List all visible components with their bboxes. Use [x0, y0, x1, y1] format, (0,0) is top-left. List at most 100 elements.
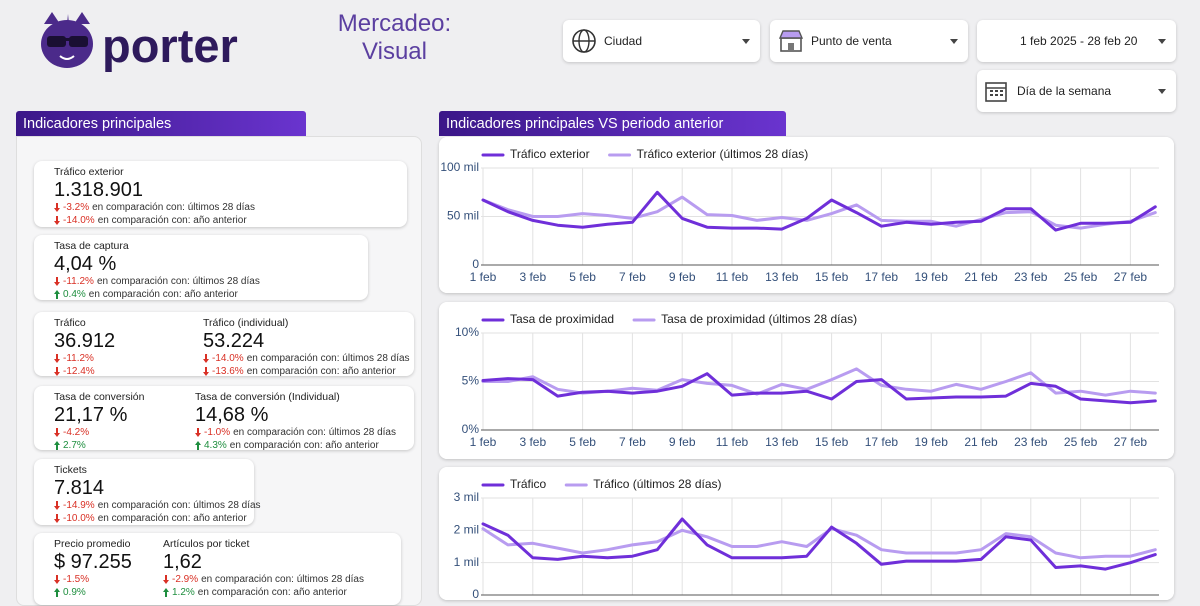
- x-tick-label: 13 feb: [765, 270, 799, 284]
- change-value: -4.2%: [63, 427, 90, 438]
- card-bg: [439, 302, 1174, 459]
- x-tick-label: 3 feb: [519, 270, 546, 284]
- arrow-shape: [54, 277, 60, 286]
- change-value: 0.9%: [63, 587, 86, 598]
- kpi-value: 1,62: [163, 551, 202, 573]
- trend-arrow: [203, 354, 209, 363]
- change-value: -13.6%: [212, 366, 244, 377]
- change-value: 2.7%: [63, 440, 86, 451]
- chart-card: 0 50 mil 100 mil 1 feb 3 feb 5 feb 7 feb 9 feb 1…: [439, 137, 1174, 293]
- y-tick-label: 0%: [462, 422, 480, 436]
- x-tick-label: 5 feb: [569, 435, 596, 449]
- trend-arrow: [54, 277, 60, 286]
- arrow-shape: [163, 588, 169, 597]
- comparison-text: en comparación con: últimos 28 días: [92, 202, 255, 213]
- kpi-card: Tasa de captura 4,04 % -11.2% en comparació…: [34, 235, 368, 300]
- kpi-value: 36.912: [54, 330, 116, 352]
- x-tick-label: 7 feb: [619, 270, 646, 284]
- trend-arrow: [54, 588, 60, 597]
- comparison-text: en comparación con: últimos 28 días: [246, 353, 410, 364]
- kpi-comparison: 1.2% en comparación con: año anterior: [163, 586, 364, 599]
- change-value: 0.4%: [63, 289, 86, 300]
- kpi-comparison: -14.9% en comparación con: últimos 28 día…: [54, 499, 261, 512]
- comparison-text: en comparación con: año anterior: [97, 513, 247, 524]
- arrow-shape: [54, 501, 60, 510]
- x-tick-label: 17 feb: [865, 435, 899, 449]
- arrow-shape: [195, 428, 201, 437]
- store-filter[interactable]: Punto de venta: [770, 20, 968, 62]
- comparison-text: en comparación con: año anterior: [97, 215, 247, 226]
- change-value: -10.0%: [63, 513, 95, 524]
- x-tick-label: 25 feb: [1064, 270, 1098, 284]
- x-tick-label: 25 feb: [1064, 435, 1098, 449]
- change-value: -1.0%: [204, 427, 231, 438]
- filter-label: Punto de venta: [811, 34, 892, 48]
- kpi-metric: Tasa de conversión 21,17 % -4.2% 2.7%: [54, 391, 144, 452]
- arrow-shape: [54, 588, 60, 597]
- x-tick-label: 9 feb: [669, 270, 696, 284]
- calendar-icon: [985, 82, 1007, 102]
- kpi-label: Tasa de conversión (Individual): [195, 391, 340, 403]
- kpi-metric: Tráfico exterior 1.318.901 -3.2% en compara…: [54, 166, 255, 227]
- x-tick-label: 23 feb: [1014, 270, 1048, 284]
- filter-label: Día de la semana: [1017, 84, 1112, 98]
- comparison-text: en comparación con: año anterior: [229, 440, 379, 451]
- change-value: 1.2%: [172, 587, 195, 598]
- page-title: Mercadeo: Visual: [337, 10, 452, 65]
- kpi-comparison: -14.0% en comparación con: últimos 28 día…: [203, 352, 410, 365]
- series-line: [481, 517, 1157, 571]
- comparison-text: en comparación con: últimos 28 días: [97, 500, 261, 511]
- legend-label: Tráfico: [510, 477, 547, 491]
- kpi-comparison: -13.6% en comparación con: año anterior: [203, 365, 410, 378]
- x-tick-label: 13 feb: [765, 435, 799, 449]
- city-filter[interactable]: Ciudad: [563, 20, 760, 62]
- trend-arrow: [195, 428, 201, 437]
- x-tick-label: 11 feb: [716, 270, 749, 284]
- arrow-shape: [203, 354, 209, 363]
- caret: [1158, 38, 1166, 44]
- comparison-text: en comparación con: año anterior: [88, 289, 238, 300]
- x-tick-label: 1 feb: [470, 270, 497, 284]
- kpi-comparison: -1.0% en comparación con: últimos 28 días: [195, 426, 396, 439]
- kpi-label: Tráfico exterior: [54, 166, 124, 178]
- kpi-comparison: -14.0% en comparación con: año anterior: [54, 214, 255, 227]
- date-filter[interactable]: 1 feb 2025 - 28 feb 20: [977, 20, 1176, 62]
- card-bg: [439, 137, 1174, 293]
- card-bg: [439, 467, 1174, 600]
- y-tick-label: 5%: [462, 374, 480, 388]
- kpi-metric: Artículos por ticket 1,62 -2.9% en comparac…: [163, 538, 364, 599]
- kpi-value: 7.814: [54, 477, 105, 499]
- change-value: -3.2%: [63, 202, 90, 213]
- y-tick-label: 10%: [455, 325, 479, 339]
- kpi-comparison: -2.9% en comparación con: últimos 28 días: [163, 573, 364, 586]
- kpi-comparison: -4.2%: [54, 426, 144, 439]
- kpi-value: 21,17 %: [54, 404, 128, 426]
- trend-arrow: [203, 367, 209, 376]
- y-tick-label: 100 mil: [440, 160, 479, 174]
- weekday-filter[interactable]: Día de la semana: [977, 70, 1176, 112]
- kpi-value: 53.224: [203, 330, 265, 352]
- trend-arrow: [163, 588, 169, 597]
- kpi-card: Precio promedio $ 97.255 -1.5% 0.9% Artículo…: [34, 533, 401, 605]
- trend-arrow: [54, 216, 60, 225]
- kpi-metric: Precio promedio $ 97.255 -1.5% 0.9%: [54, 538, 132, 599]
- kpi-metric: Tasa de conversión (Individual) 14,68 % -1…: [195, 391, 396, 452]
- change-value: -11.2%: [63, 353, 94, 364]
- kpi-value: 4,04 %: [54, 253, 117, 275]
- kpi-metric: Tickets 7.814 -14.9% en comparación con: úl…: [54, 464, 261, 525]
- y-tick-label: 0: [472, 257, 479, 271]
- panel-title: Indicadores principales: [16, 111, 306, 136]
- x-tick-label: 27 feb: [1114, 435, 1148, 449]
- change-value: -12.4%: [63, 366, 95, 377]
- comparison-text: en comparación con: últimos 28 días: [201, 574, 364, 585]
- arrow-shape: [54, 428, 60, 437]
- y-tick-label: 3 mil: [454, 490, 479, 504]
- y-tick-label: 1 mil: [454, 555, 479, 569]
- legend-label: Tráfico (últimos 28 días): [593, 477, 721, 491]
- x-tick-label: 3 feb: [519, 435, 546, 449]
- kpi-label: Precio promedio: [54, 538, 131, 550]
- comparison-text: en comparación con: últimos 28 días: [96, 276, 260, 287]
- change-value: -14.9%: [63, 500, 95, 511]
